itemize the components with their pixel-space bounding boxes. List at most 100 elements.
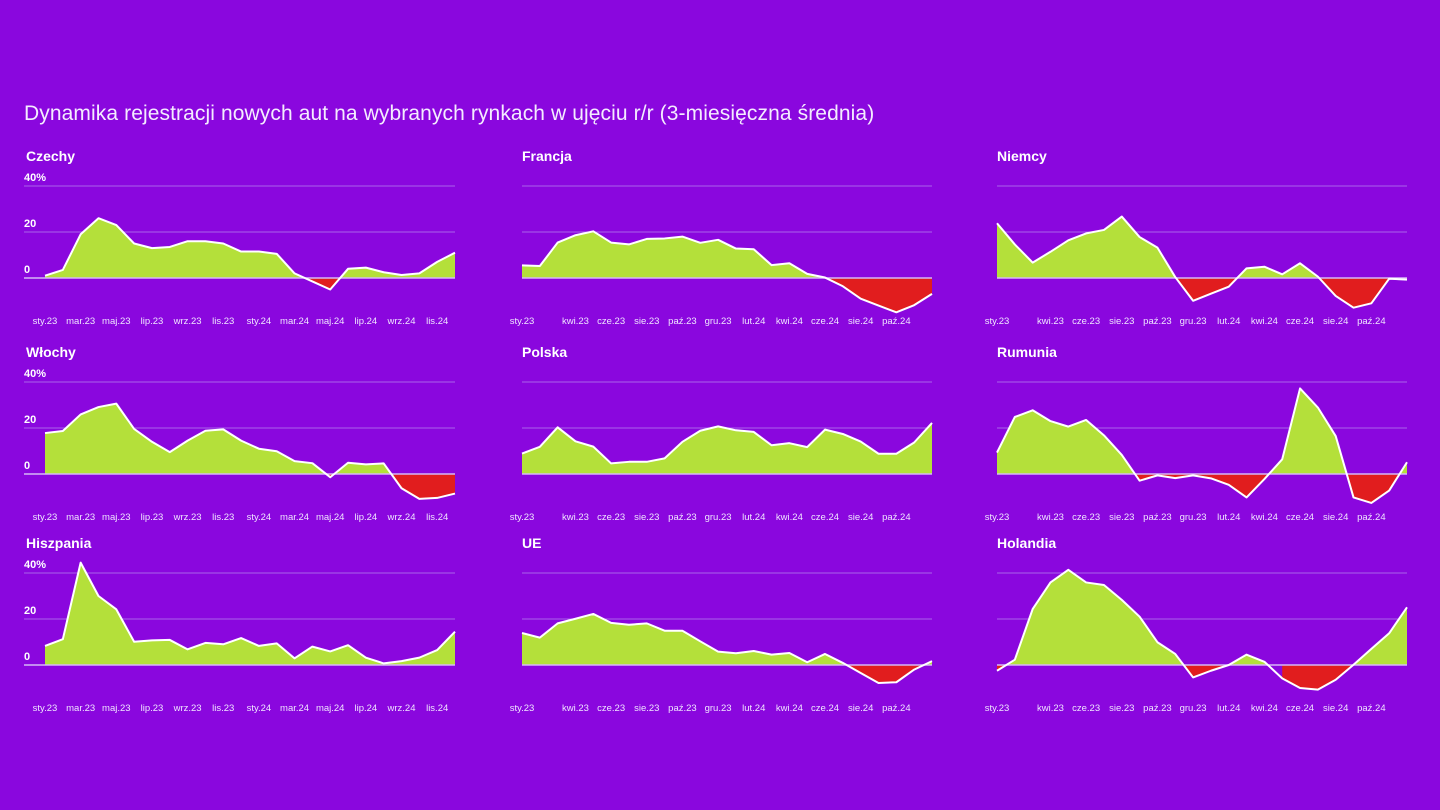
x-tick-label: sty.24 xyxy=(247,512,272,523)
x-tick-label: cze.24 xyxy=(1286,316,1314,327)
x-tick-label: cze.23 xyxy=(597,512,625,523)
x-tick-label: wrz.23 xyxy=(173,703,202,714)
x-tick-label: lip.24 xyxy=(355,512,378,523)
panel-title: Czechy xyxy=(26,148,76,164)
x-tick-label: lis.24 xyxy=(426,512,448,523)
chart-holandia: sty.23 kwi.23 cze.23 sie.23 paź.23 gru.23 lut.… xyxy=(985,568,1408,714)
area-negative xyxy=(304,278,341,290)
x-tick-label: sty.23 xyxy=(985,512,1010,523)
x-tick-label: gru.23 xyxy=(1180,703,1207,714)
x-tick-label: gru.23 xyxy=(705,512,732,523)
area-positive xyxy=(1228,654,1268,665)
x-tick-label: lut.24 xyxy=(742,512,765,523)
x-tick-label: gru.23 xyxy=(705,316,732,327)
x-tick-label: sty.23 xyxy=(510,512,535,523)
x-tick-label: kwi.23 xyxy=(1037,703,1064,714)
x-tick-label: sty.24 xyxy=(247,703,272,714)
x-tick-label: sty.23 xyxy=(33,512,58,523)
series-line xyxy=(44,561,456,665)
series-line xyxy=(44,402,456,500)
series-line xyxy=(996,387,1408,504)
x-tick-label: paź.23 xyxy=(668,316,697,327)
x-tick-label: sty.24 xyxy=(247,316,272,327)
x-tick-label: paź.23 xyxy=(1143,316,1172,327)
x-tick-label: lis.24 xyxy=(426,316,448,327)
x-tick-label: lip.24 xyxy=(355,316,378,327)
series-line xyxy=(996,215,1408,309)
area-positive xyxy=(1353,607,1407,665)
panel-title: Francja xyxy=(522,148,572,164)
y-tick-label: 0 xyxy=(24,651,30,663)
x-tick-label: maj.23 xyxy=(102,316,131,327)
area-positive xyxy=(45,218,305,278)
x-tick-label: lis.23 xyxy=(212,512,234,523)
x-tick-label: lut.24 xyxy=(1217,316,1240,327)
x-tick-label: mar.24 xyxy=(280,512,309,523)
x-tick-label: kwi.24 xyxy=(1251,512,1278,523)
y-tick-label: 20 xyxy=(24,218,36,230)
x-tick-label: lis.23 xyxy=(212,703,234,714)
x-tick-label: sie.23 xyxy=(634,316,659,327)
chart-francja: sty.23 kwi.23 cze.23 sie.23 paź.23 gru.23 lut.… xyxy=(510,185,933,327)
x-tick-label: kwi.24 xyxy=(776,703,803,714)
y-tick-label: 40% xyxy=(24,368,46,380)
x-tick-label: mar.24 xyxy=(280,703,309,714)
area-negative xyxy=(1346,474,1400,503)
panel-czechy: Czechy 0 20 40% sty.23 mar.23 maj.23 lip.23 wrz… xyxy=(24,148,464,338)
x-tick-label: maj.23 xyxy=(102,703,131,714)
x-tick-label: lip.23 xyxy=(141,512,164,523)
x-tick-label: cze.23 xyxy=(1072,703,1100,714)
area-negative xyxy=(1134,474,1269,498)
panel-title: UE xyxy=(522,535,542,551)
x-tick-label: sty.23 xyxy=(510,703,535,714)
y-tick-label: 20 xyxy=(24,414,36,426)
y-tick-label: 40% xyxy=(24,172,46,184)
x-tick-label: wrz.24 xyxy=(387,703,416,714)
area-positive xyxy=(334,462,392,474)
area-positive xyxy=(340,252,455,278)
series-line xyxy=(44,217,456,291)
x-tick-label: paź.23 xyxy=(1143,703,1172,714)
x-tick-label: cze.24 xyxy=(811,316,839,327)
series-line xyxy=(521,612,933,684)
x-tick-label: paź.24 xyxy=(1357,512,1386,523)
area-negative xyxy=(825,278,932,313)
x-tick-label: lut.24 xyxy=(742,703,765,714)
panel-title: Holandia xyxy=(997,535,1057,551)
x-tick-label: kwi.23 xyxy=(1037,512,1064,523)
area-positive xyxy=(997,410,1135,474)
x-tick-label: sty.23 xyxy=(33,703,58,714)
area-positive xyxy=(1399,462,1407,474)
x-tick-label: paź.24 xyxy=(882,512,911,523)
area-negative xyxy=(997,665,1007,671)
x-tick-label: mar.23 xyxy=(66,316,95,327)
x-tick-label: kwi.24 xyxy=(776,512,803,523)
x-tick-label: paź.23 xyxy=(1143,512,1172,523)
x-tick-label: kwi.23 xyxy=(1037,316,1064,327)
area-positive xyxy=(997,216,1176,278)
x-tick-label: lip.23 xyxy=(141,316,164,327)
x-tick-label: lip.24 xyxy=(355,703,378,714)
x-tick-label: sie.24 xyxy=(848,316,873,327)
panel-francja: Francja sty.23 kwi.23 cze.23 sie.23 paź.23 gr… xyxy=(510,148,960,338)
x-tick-label: wrz.24 xyxy=(387,512,416,523)
area-positive xyxy=(522,613,847,665)
page-title: Dynamika rejestracji nowych aut na wybra… xyxy=(24,102,875,125)
x-tick-label: lis.23 xyxy=(212,316,234,327)
x-tick-label: lip.23 xyxy=(141,703,164,714)
x-tick-label: cze.24 xyxy=(1286,703,1314,714)
x-tick-label: kwi.23 xyxy=(562,512,589,523)
x-tick-label: gru.23 xyxy=(705,703,732,714)
x-tick-label: maj.23 xyxy=(102,512,131,523)
x-tick-label: cze.23 xyxy=(1072,316,1100,327)
x-tick-label: cze.23 xyxy=(597,316,625,327)
x-tick-label: sie.23 xyxy=(634,512,659,523)
x-tick-label: kwi.24 xyxy=(1251,703,1278,714)
x-tick-label: mar.23 xyxy=(66,703,95,714)
x-tick-label: paź.24 xyxy=(882,316,911,327)
x-tick-label: paź.24 xyxy=(882,703,911,714)
panel-polska: Polska sty.23 kwi.23 cze.23 sie.23 paź.23 gru… xyxy=(510,344,960,534)
chart-niemcy: sty.23 kwi.23 cze.23 sie.23 paź.23 gru.23 lut.… xyxy=(985,185,1408,327)
x-tick-label: sie.24 xyxy=(1323,703,1348,714)
area-negative xyxy=(1183,665,1268,678)
